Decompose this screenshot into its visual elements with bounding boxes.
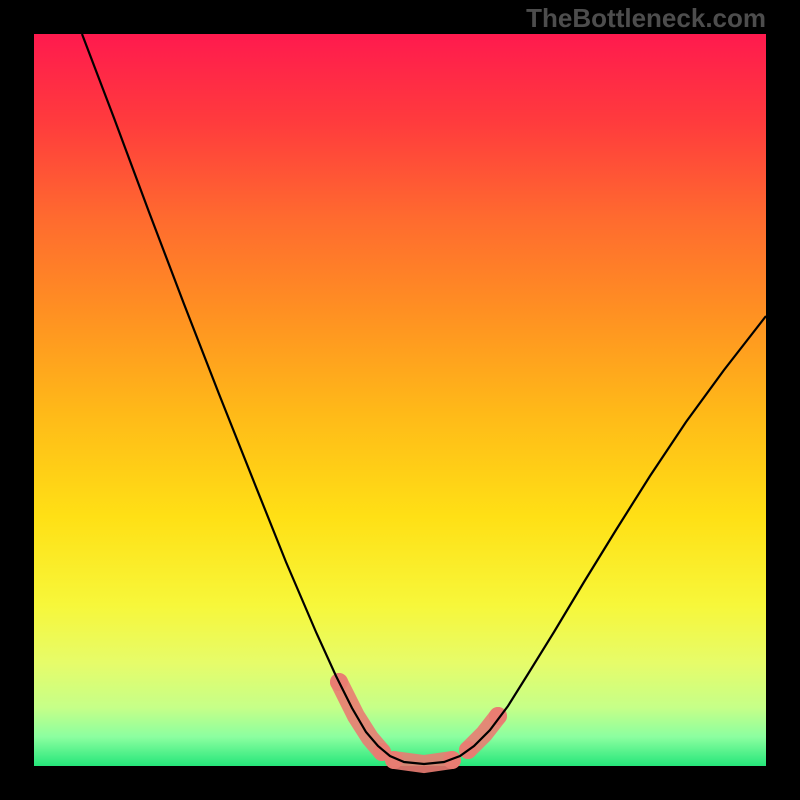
chart-canvas: TheBottleneck.com — [0, 0, 800, 800]
bottleneck-curve — [82, 34, 766, 764]
plot-area — [34, 34, 766, 766]
curve-layer — [34, 34, 766, 766]
highlight-overlay — [330, 673, 507, 769]
watermark-text: TheBottleneck.com — [526, 3, 766, 34]
